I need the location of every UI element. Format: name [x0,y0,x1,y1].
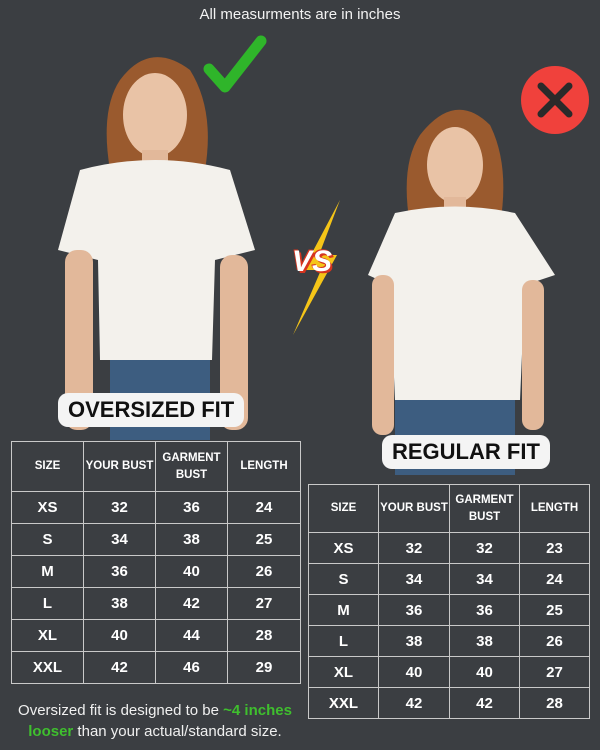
table-cell: 27 [519,656,590,688]
vs-label: VS [292,245,333,278]
table-cell: L [11,587,84,620]
table-cell: 32 [449,532,520,564]
table-cell: 38 [378,625,450,657]
table-header-row: SIZE YOUR BUST GARMENT BUST LENGTH [11,441,301,492]
table-cell: 24 [227,491,301,524]
table-row: XXL 42 42 28 [308,687,590,719]
table-cell: L [308,625,379,657]
table-cell: 26 [519,625,590,657]
table-cell: 44 [155,619,228,652]
oversized-fit-label: OVERSIZED FIT [58,393,245,427]
table-row: XL 40 44 28 [11,619,301,652]
table-cell: 36 [83,555,156,588]
oversized-size-table: SIZE YOUR BUST GARMENT BUST LENGTH XS 32 3… [11,441,301,684]
table-cell: 38 [155,523,228,556]
table-cell: 42 [449,687,520,719]
table-row: S 34 34 24 [308,563,590,595]
table-cell: M [11,555,84,588]
table-cell: 28 [519,687,590,719]
table-cell: 25 [227,523,301,556]
header-size: SIZE [11,441,84,492]
table-header-row: SIZE YOUR BUST GARMENT BUST LENGTH [308,484,590,533]
table-cell: 40 [155,555,228,588]
header-garment-bust: GARMENT BUST [155,441,228,492]
table-row: XL 40 40 27 [308,656,590,688]
table-cell: XS [11,491,84,524]
table-cell: 25 [519,594,590,626]
regular-size-table: SIZE YOUR BUST GARMENT BUST LENGTH XS 32 3… [308,484,590,719]
table-row: XS 32 36 24 [11,491,301,524]
table-cell: 32 [83,491,156,524]
table-cell: 42 [83,651,156,684]
table-row: S 34 38 25 [11,523,301,556]
table-cell: 36 [155,491,228,524]
footnote-highlight: ~4 inches looser [28,702,292,740]
header-garment-bust: GARMENT BUST [449,484,520,533]
header-size: SIZE [308,484,379,533]
table-cell: 40 [83,619,156,652]
table-cell: 34 [449,563,520,595]
check-icon [203,35,267,93]
footnote-text-end: than your actual/standard size. [73,723,282,740]
table-cell: 34 [378,563,450,595]
table-row: XXL 42 46 29 [11,651,301,684]
table-row: L 38 42 27 [11,587,301,620]
regular-fit-label: REGULAR FIT [382,435,550,469]
table-cell: 36 [378,594,450,626]
table-cell: 29 [227,651,301,684]
table-cell: 24 [519,563,590,595]
table-cell: XXL [11,651,84,684]
table-row: M 36 40 26 [11,555,301,588]
cross-icon [521,66,589,134]
table-cell: 40 [378,656,450,688]
header-your-bust: YOUR BUST [83,441,156,492]
table-cell: S [11,523,84,556]
oversized-model-image [58,57,255,440]
table-cell: XL [308,656,379,688]
table-cell: 28 [227,619,301,652]
table-cell: XS [308,532,379,564]
table-cell: 46 [155,651,228,684]
table-cell: 40 [449,656,520,688]
table-cell: 36 [449,594,520,626]
table-cell: 23 [519,532,590,564]
lightning-bolt-icon [293,200,340,335]
table-cell: 32 [378,532,450,564]
footnote-text: Oversized fit is designed to be [18,702,224,719]
table-cell: 34 [83,523,156,556]
table-cell: M [308,594,379,626]
table-cell: 42 [378,687,450,719]
table-cell: S [308,563,379,595]
table-cell: 26 [227,555,301,588]
table-row: M 36 36 25 [308,594,590,626]
header-length: LENGTH [227,441,301,492]
regular-model-image [368,109,555,475]
table-cell: XXL [308,687,379,719]
table-row: XS 32 32 23 [308,532,590,564]
table-cell: XL [11,619,84,652]
header-length: LENGTH [519,484,590,533]
table-cell: 27 [227,587,301,620]
table-cell: 38 [83,587,156,620]
header-your-bust: YOUR BUST [378,484,450,533]
table-row: L 38 38 26 [308,625,590,657]
table-cell: 38 [449,625,520,657]
measurement-note: All measurments are in inches [199,6,401,23]
table-cell: 42 [155,587,228,620]
oversized-footnote: Oversized fit is designed to be ~4 inche… [0,700,310,742]
